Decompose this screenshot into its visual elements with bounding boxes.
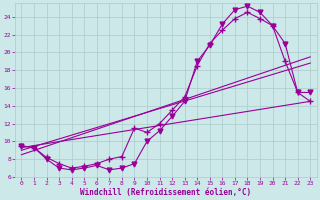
X-axis label: Windchill (Refroidissement éolien,°C): Windchill (Refroidissement éolien,°C)	[80, 188, 252, 197]
